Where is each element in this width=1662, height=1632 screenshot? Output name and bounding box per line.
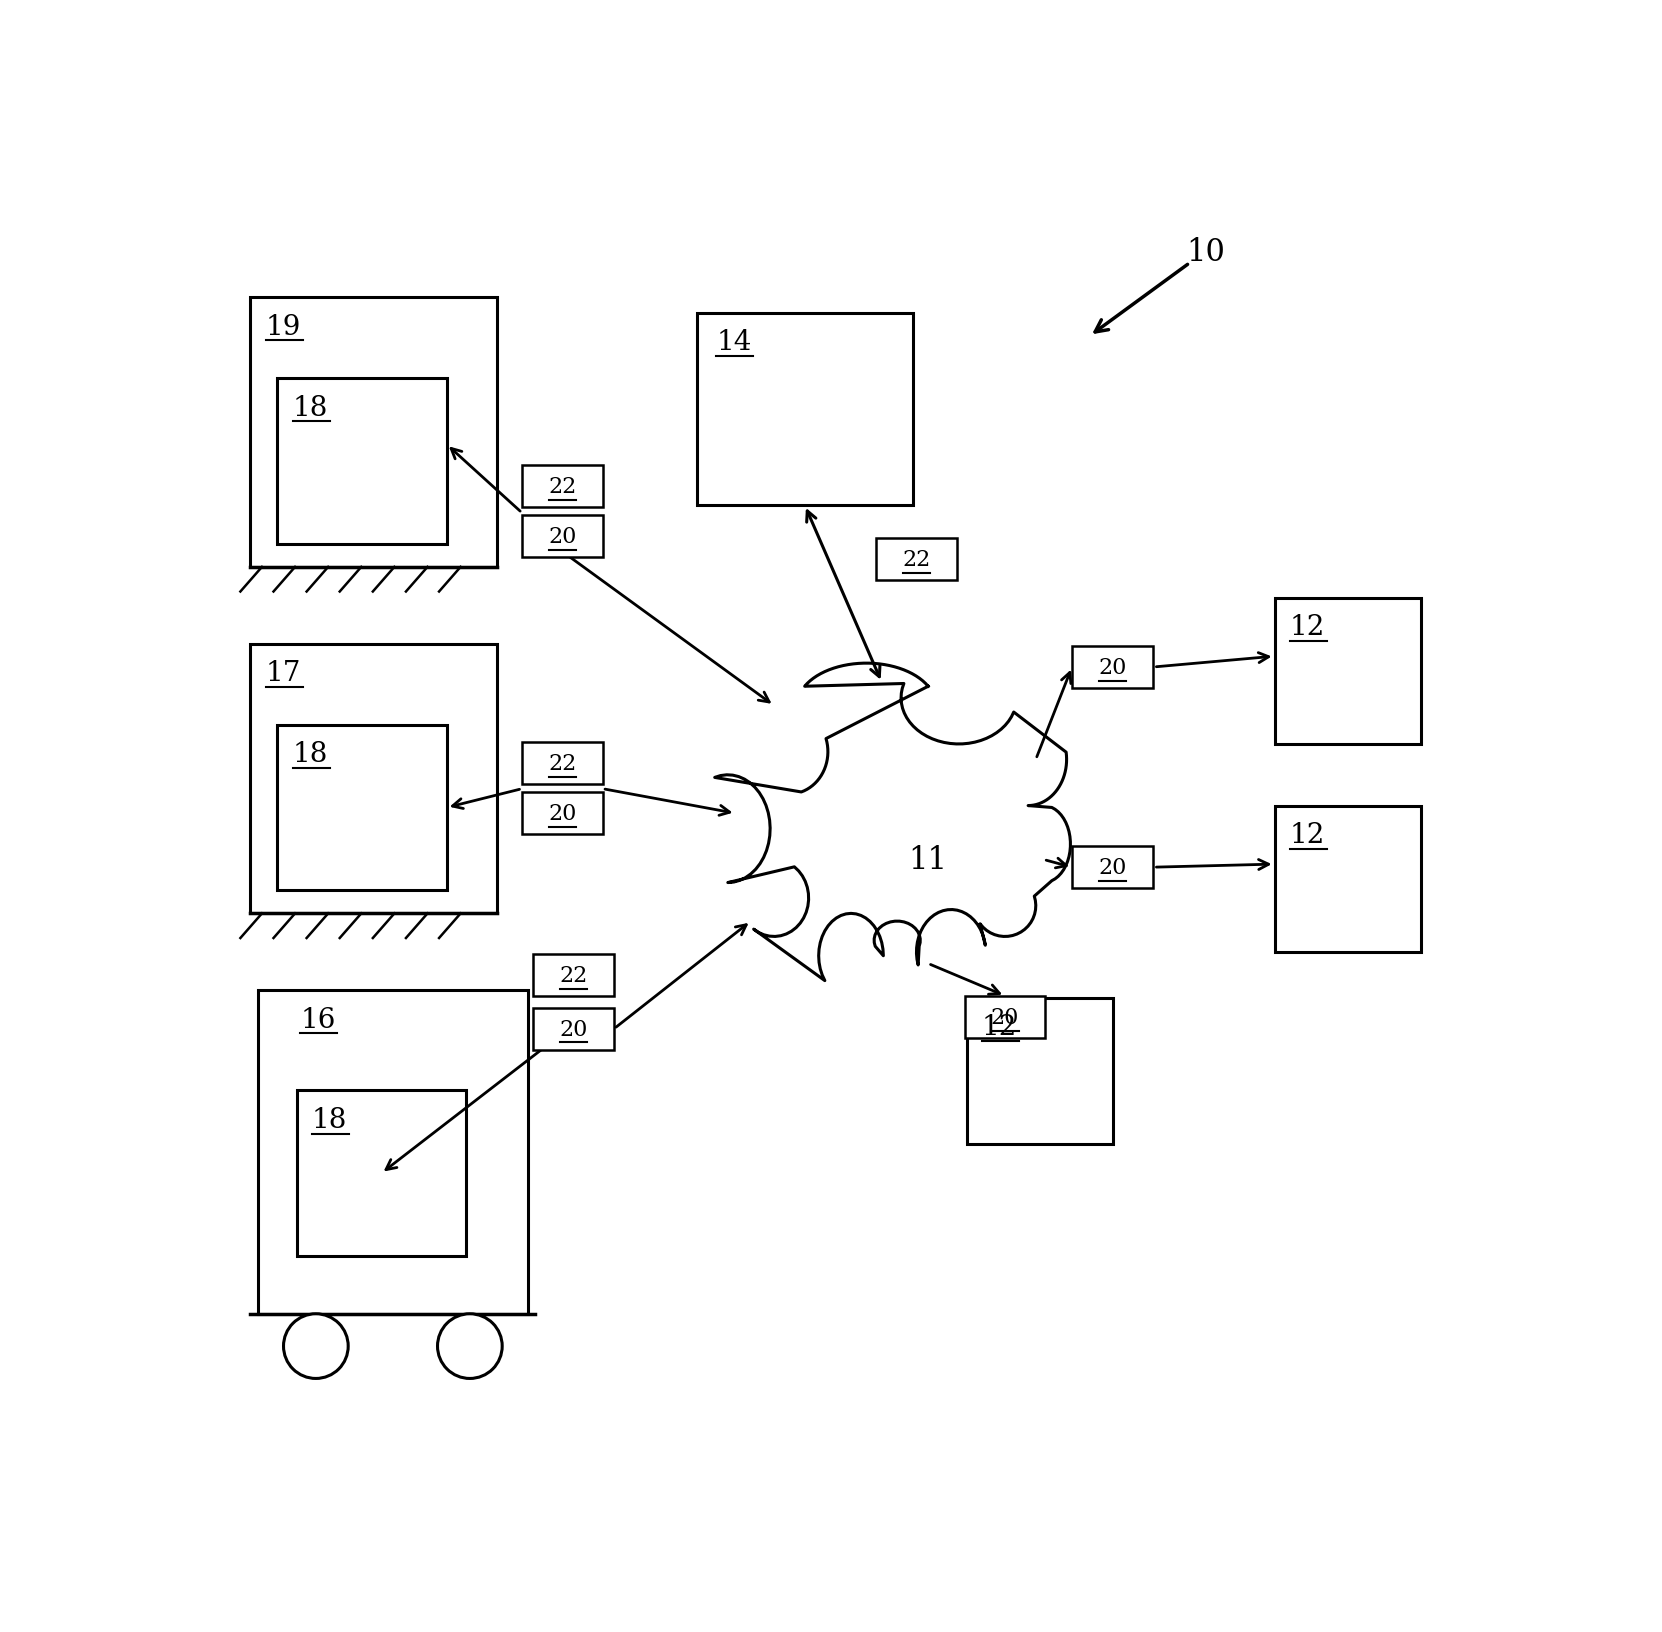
Bar <box>278 725 447 891</box>
Bar <box>1275 806 1421 953</box>
Text: 16: 16 <box>301 1007 336 1033</box>
Bar <box>876 539 957 581</box>
Text: 22: 22 <box>548 752 577 775</box>
Text: 22: 22 <box>560 965 588 986</box>
Circle shape <box>284 1314 349 1379</box>
Bar <box>1275 599 1421 744</box>
Text: 11: 11 <box>909 844 947 875</box>
Text: 18: 18 <box>293 741 327 767</box>
Text: 22: 22 <box>548 477 577 498</box>
Bar <box>522 465 603 508</box>
Text: 20: 20 <box>548 803 577 824</box>
Bar <box>967 999 1114 1144</box>
Bar <box>522 516 603 558</box>
Text: 14: 14 <box>716 330 751 356</box>
Bar <box>522 793 603 836</box>
Bar <box>258 991 527 1314</box>
Text: 17: 17 <box>266 659 301 687</box>
Bar <box>296 1090 465 1257</box>
Bar <box>278 379 447 545</box>
Polygon shape <box>715 664 1070 981</box>
Circle shape <box>437 1314 502 1379</box>
Bar <box>251 645 497 914</box>
Bar <box>1072 646 1153 689</box>
Text: 20: 20 <box>1099 857 1127 878</box>
Text: 19: 19 <box>266 313 301 341</box>
Text: 18: 18 <box>312 1106 347 1133</box>
Bar <box>534 1009 615 1051</box>
Bar <box>964 997 1045 1040</box>
Text: 20: 20 <box>560 1018 588 1040</box>
Bar <box>522 743 603 785</box>
Bar <box>696 313 912 506</box>
Text: 12: 12 <box>1290 614 1325 641</box>
Text: 12: 12 <box>1290 821 1325 849</box>
Text: 18: 18 <box>293 395 327 421</box>
Bar <box>1072 847 1153 889</box>
Text: 10: 10 <box>1185 237 1225 268</box>
Text: 22: 22 <box>902 548 931 571</box>
Text: 20: 20 <box>1099 656 1127 679</box>
Text: 20: 20 <box>991 1007 1019 1028</box>
Text: 20: 20 <box>548 526 577 548</box>
Bar <box>251 299 497 568</box>
Text: 12: 12 <box>982 1013 1017 1041</box>
Bar <box>534 955 615 997</box>
